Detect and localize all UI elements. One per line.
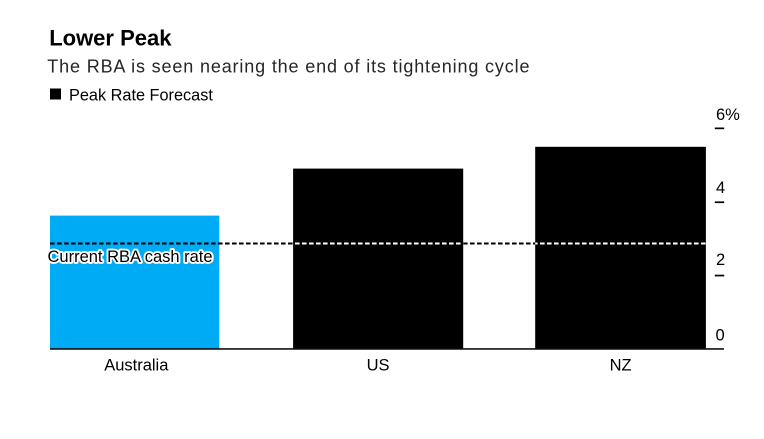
svg-text:Current RBA cash rate: Current RBA cash rate [48, 248, 213, 266]
svg-text:The RBA is seen nearing the en: The RBA is seen nearing the end of its t… [47, 56, 530, 76]
svg-text:Lower Peak: Lower Peak [49, 25, 172, 50]
svg-text:4: 4 [716, 179, 725, 197]
svg-text:NZ: NZ [610, 357, 632, 375]
svg-text:US: US [367, 357, 390, 375]
svg-text:2: 2 [716, 251, 725, 269]
svg-text:6%: 6% [716, 106, 740, 124]
svg-text:0: 0 [716, 327, 725, 345]
svg-text:Australia: Australia [104, 357, 169, 375]
svg-text:Peak Rate Forecast: Peak Rate Forecast [69, 86, 213, 104]
